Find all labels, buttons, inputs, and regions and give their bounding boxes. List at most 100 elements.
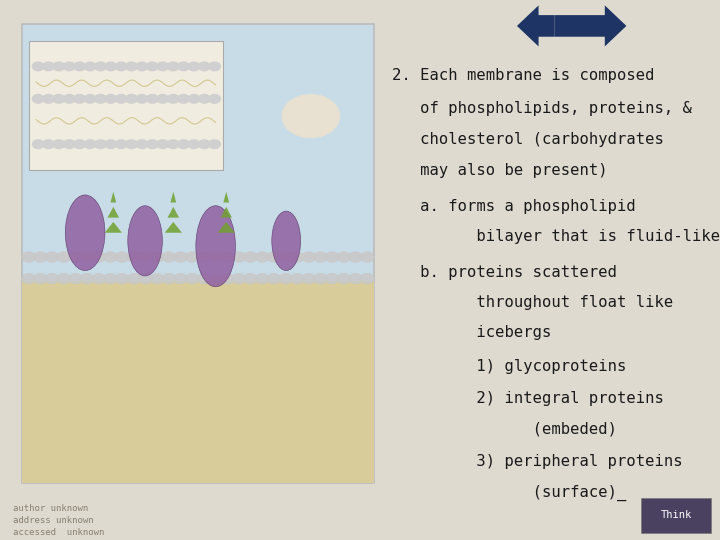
Circle shape <box>32 62 44 71</box>
Circle shape <box>105 94 117 103</box>
Circle shape <box>167 140 179 149</box>
Circle shape <box>32 94 44 103</box>
Circle shape <box>220 252 235 262</box>
Circle shape <box>68 252 83 262</box>
Circle shape <box>302 252 316 262</box>
Circle shape <box>22 252 36 262</box>
Circle shape <box>22 273 36 284</box>
Circle shape <box>115 94 127 103</box>
Circle shape <box>157 140 168 149</box>
Circle shape <box>208 252 222 262</box>
Circle shape <box>84 140 96 149</box>
Circle shape <box>91 252 106 262</box>
Circle shape <box>266 273 281 284</box>
Circle shape <box>255 273 269 284</box>
Circle shape <box>103 252 117 262</box>
Text: of phospholipids, proteins, &: of phospholipids, proteins, & <box>392 100 693 116</box>
Circle shape <box>136 62 148 71</box>
Circle shape <box>188 94 199 103</box>
FancyBboxPatch shape <box>22 281 374 483</box>
Circle shape <box>74 94 86 103</box>
Circle shape <box>57 273 71 284</box>
Circle shape <box>178 140 189 149</box>
Circle shape <box>157 94 168 103</box>
Polygon shape <box>217 222 235 233</box>
Text: author unknown: author unknown <box>13 504 89 513</box>
Circle shape <box>138 273 153 284</box>
Circle shape <box>91 273 106 284</box>
Circle shape <box>199 94 210 103</box>
Circle shape <box>150 252 164 262</box>
Polygon shape <box>171 192 176 202</box>
Text: 3) peripheral proteins: 3) peripheral proteins <box>392 454 683 469</box>
Circle shape <box>126 94 138 103</box>
Text: (embeded): (embeded) <box>392 422 618 437</box>
Circle shape <box>45 252 59 262</box>
Text: address unknown: address unknown <box>13 516 94 525</box>
Circle shape <box>63 62 75 71</box>
Circle shape <box>185 252 199 262</box>
Text: accessed  unknown: accessed unknown <box>13 528 104 537</box>
Circle shape <box>167 62 179 71</box>
Circle shape <box>279 273 293 284</box>
Polygon shape <box>517 5 554 46</box>
Circle shape <box>84 62 96 71</box>
Circle shape <box>188 140 199 149</box>
Circle shape <box>42 62 54 71</box>
Circle shape <box>282 94 340 138</box>
Text: Think: Think <box>660 510 692 521</box>
Circle shape <box>45 273 59 284</box>
Circle shape <box>178 62 189 71</box>
Circle shape <box>208 273 222 284</box>
FancyBboxPatch shape <box>540 19 553 32</box>
Circle shape <box>243 252 258 262</box>
Circle shape <box>105 140 117 149</box>
Circle shape <box>337 252 351 262</box>
Circle shape <box>126 62 138 71</box>
Circle shape <box>150 273 164 284</box>
Text: a. forms a phospholipid: a. forms a phospholipid <box>392 199 636 214</box>
Polygon shape <box>168 207 179 218</box>
Circle shape <box>199 140 210 149</box>
Text: 2. Each membrane is composed: 2. Each membrane is composed <box>392 68 655 83</box>
FancyBboxPatch shape <box>22 24 374 483</box>
Circle shape <box>174 273 188 284</box>
Circle shape <box>53 94 65 103</box>
Text: icebergs: icebergs <box>392 325 552 340</box>
Circle shape <box>63 140 75 149</box>
Circle shape <box>42 140 54 149</box>
Circle shape <box>360 252 374 262</box>
Circle shape <box>337 273 351 284</box>
Circle shape <box>63 94 75 103</box>
Circle shape <box>32 140 44 149</box>
Ellipse shape <box>66 195 105 271</box>
Circle shape <box>33 252 48 262</box>
Polygon shape <box>104 222 122 233</box>
Circle shape <box>325 252 339 262</box>
Ellipse shape <box>272 211 301 271</box>
Text: b. proteins scattered: b. proteins scattered <box>392 265 618 280</box>
Circle shape <box>209 140 220 149</box>
Circle shape <box>74 140 86 149</box>
Circle shape <box>126 140 138 149</box>
Circle shape <box>157 62 168 71</box>
Circle shape <box>188 62 199 71</box>
Circle shape <box>127 252 141 262</box>
Circle shape <box>348 252 363 262</box>
Circle shape <box>197 252 211 262</box>
Circle shape <box>313 252 328 262</box>
Circle shape <box>115 252 130 262</box>
Circle shape <box>115 62 127 71</box>
Circle shape <box>95 140 107 149</box>
Circle shape <box>136 94 148 103</box>
Circle shape <box>199 62 210 71</box>
Circle shape <box>161 273 176 284</box>
Circle shape <box>232 252 246 262</box>
Circle shape <box>348 273 363 284</box>
Circle shape <box>80 252 94 262</box>
Text: may also be present): may also be present) <box>392 163 608 178</box>
Circle shape <box>84 94 96 103</box>
Circle shape <box>209 62 220 71</box>
Circle shape <box>95 94 107 103</box>
Circle shape <box>138 252 153 262</box>
